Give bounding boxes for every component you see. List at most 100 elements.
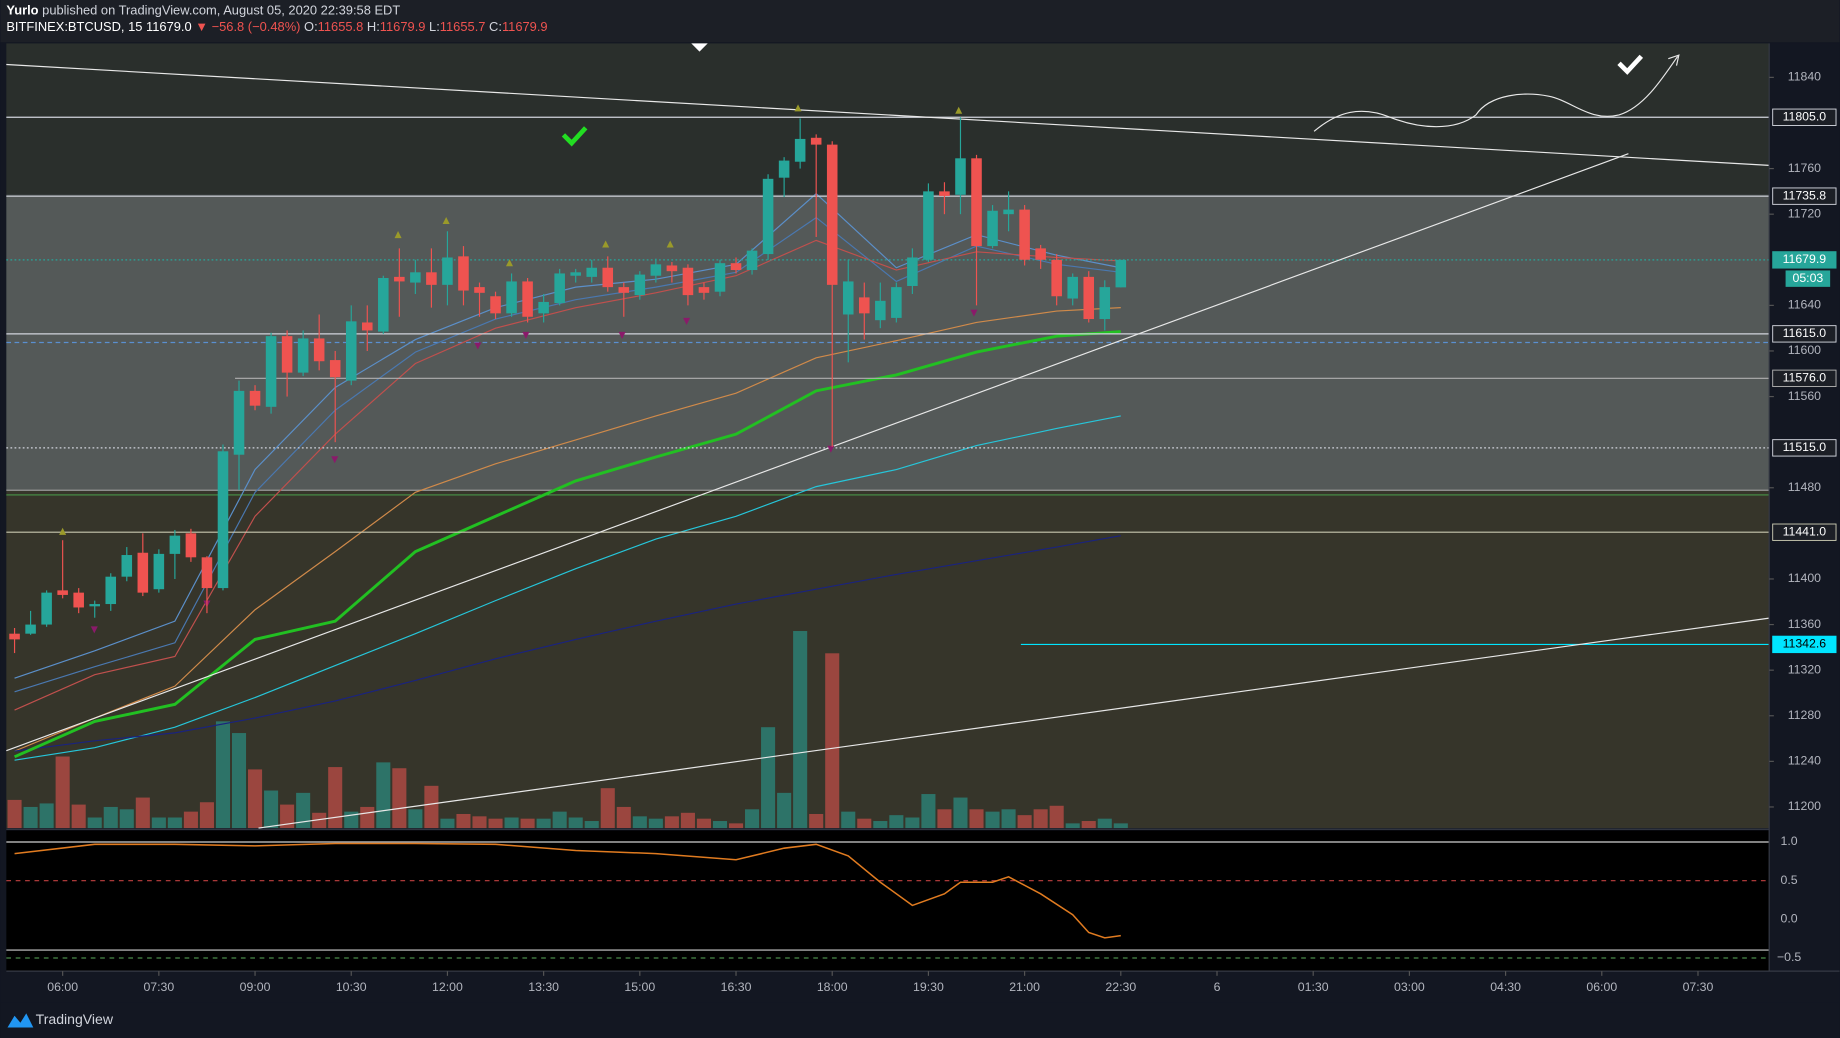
candle-body bbox=[233, 390, 245, 455]
osc-tick-label: −0.5 bbox=[1777, 950, 1801, 964]
candle-body bbox=[410, 272, 421, 283]
candle-body bbox=[25, 624, 36, 634]
candle-body bbox=[73, 592, 84, 608]
candle-body bbox=[394, 276, 405, 282]
candle-body bbox=[41, 592, 52, 625]
volume-bar bbox=[1113, 823, 1128, 829]
volume-bar bbox=[696, 818, 711, 829]
candle-body bbox=[522, 281, 533, 317]
candle-body bbox=[1051, 259, 1062, 297]
volume-bar bbox=[456, 813, 471, 829]
candle-body bbox=[826, 144, 838, 285]
signal-up bbox=[59, 527, 67, 535]
zone bbox=[6, 43, 1770, 195]
moving-average bbox=[13, 330, 1121, 759]
o-label: O: bbox=[304, 20, 318, 35]
y-tick-label: 11840 bbox=[1788, 70, 1821, 84]
y-tick-label: 11200 bbox=[1788, 799, 1821, 813]
author: Yurlo bbox=[6, 3, 38, 18]
y-tick-label: 11600 bbox=[1788, 343, 1821, 357]
price: 11679.0 bbox=[146, 20, 192, 35]
x-tick-label: 09:00 bbox=[240, 980, 271, 994]
volume-bar bbox=[969, 809, 984, 829]
volume-bar bbox=[119, 809, 134, 829]
candle-body bbox=[538, 301, 549, 314]
candle-body bbox=[345, 321, 357, 381]
volume-bar bbox=[71, 804, 86, 829]
candle-body bbox=[778, 160, 790, 178]
l-value: 11655.7 bbox=[440, 20, 486, 35]
level-label: 11735.8 bbox=[1783, 188, 1827, 202]
volume-bar bbox=[632, 816, 647, 829]
level-label: 11342.6 bbox=[1783, 637, 1827, 651]
candle-body bbox=[923, 191, 934, 260]
candle-body bbox=[1003, 209, 1014, 215]
candle-body bbox=[810, 137, 822, 145]
volume-bar bbox=[1017, 815, 1032, 829]
volume-bar bbox=[167, 817, 182, 829]
volume-bar bbox=[280, 804, 295, 829]
candle-body bbox=[121, 555, 133, 577]
candle-body bbox=[618, 287, 630, 293]
candle-body bbox=[602, 267, 614, 288]
volume-bar bbox=[199, 802, 214, 829]
level-label-box bbox=[1772, 108, 1837, 126]
y-tick-label: 11760 bbox=[1788, 161, 1821, 175]
volume-bar bbox=[408, 809, 423, 829]
candle-body bbox=[634, 274, 646, 296]
volume-bar bbox=[712, 821, 728, 829]
check-mark bbox=[561, 126, 588, 147]
candle-body bbox=[426, 272, 437, 285]
ma-layer bbox=[13, 192, 1121, 761]
candle-body bbox=[9, 633, 20, 640]
level-label-box bbox=[1772, 325, 1837, 343]
volume-bar bbox=[584, 821, 599, 829]
volume-bar bbox=[568, 817, 583, 829]
candle-body bbox=[361, 322, 373, 331]
volume-bar bbox=[1033, 809, 1048, 829]
volume-bar bbox=[1065, 823, 1080, 829]
candle-body bbox=[201, 557, 213, 589]
trend-line bbox=[6, 153, 1629, 752]
volume-bar bbox=[905, 817, 920, 829]
signal-up bbox=[442, 216, 450, 225]
x-tick-label: 04:30 bbox=[1490, 980, 1521, 994]
y-tick-label: 11560 bbox=[1788, 389, 1821, 403]
osc-tick-label: 0.0 bbox=[1781, 912, 1798, 926]
volume-bar bbox=[921, 794, 936, 829]
volume-bar bbox=[103, 806, 118, 829]
x-tick-label: 10:30 bbox=[336, 980, 367, 994]
x-tick-label: 6 bbox=[1214, 980, 1221, 994]
l-label: L: bbox=[429, 20, 440, 35]
candle-body bbox=[650, 264, 662, 276]
candle-body bbox=[490, 296, 501, 314]
volume-bar bbox=[376, 762, 391, 829]
x-tick-label: 21:00 bbox=[1009, 980, 1040, 994]
osc-tick-label: 0.5 bbox=[1781, 873, 1798, 887]
volume-bar bbox=[793, 631, 808, 829]
candle-body bbox=[1067, 276, 1078, 299]
candle-body bbox=[586, 267, 598, 277]
candle-body bbox=[313, 338, 325, 362]
signal-up bbox=[955, 106, 963, 114]
volume-bar bbox=[231, 733, 247, 829]
x-tick-label: 06:00 bbox=[1586, 980, 1617, 994]
candle-body bbox=[169, 535, 181, 554]
x-tick-label: 07:30 bbox=[1683, 980, 1714, 994]
candle-body bbox=[378, 278, 389, 332]
y-tick-label: 11360 bbox=[1788, 617, 1821, 631]
candle-body bbox=[249, 390, 261, 406]
level-label: 11615.0 bbox=[1783, 326, 1827, 340]
candle-body bbox=[875, 300, 886, 321]
volume-bar bbox=[761, 727, 776, 829]
level-label: 11679.9 bbox=[1783, 252, 1827, 266]
moving-average bbox=[14, 415, 1121, 761]
y-tick-label: 11400 bbox=[1788, 571, 1821, 585]
footer bbox=[0, 1002, 1840, 1038]
y-tick-label: 11480 bbox=[1788, 480, 1821, 494]
volume-bar bbox=[953, 797, 968, 829]
signal-down bbox=[331, 456, 339, 464]
volume-bar bbox=[424, 785, 439, 829]
volume-bar bbox=[7, 799, 22, 829]
